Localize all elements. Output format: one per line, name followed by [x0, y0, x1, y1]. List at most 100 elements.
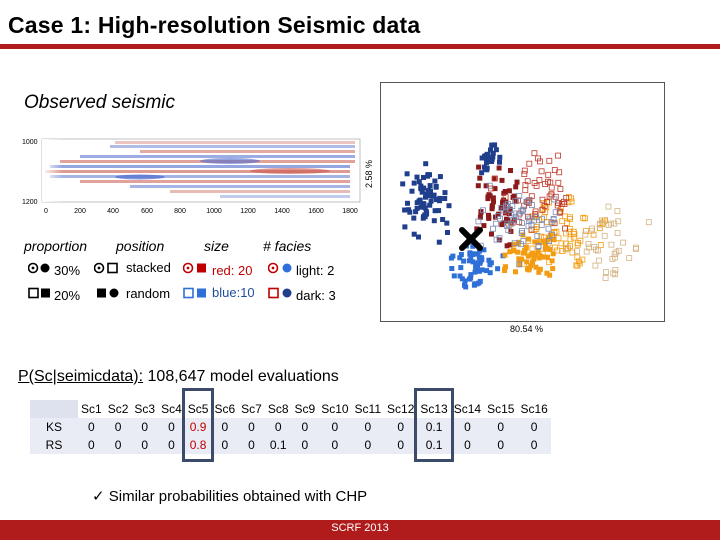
scatter-point — [503, 264, 508, 270]
scatter-point — [433, 197, 439, 203]
scatter-point — [474, 281, 480, 287]
scatter-point — [512, 214, 519, 220]
scatter-point — [567, 243, 573, 250]
scatter-point — [474, 226, 480, 232]
table-cell: 0 — [291, 418, 319, 436]
scatter-point — [488, 147, 493, 153]
table-cell: 0 — [131, 418, 159, 436]
legend-header-facies: # facies — [263, 238, 312, 254]
scatter-point — [475, 218, 482, 225]
scatter-point — [546, 238, 553, 245]
scatter-point — [532, 211, 539, 218]
scatter-point — [551, 237, 557, 243]
scatter-point — [507, 242, 513, 248]
scatter-point — [511, 241, 517, 247]
scatter-point — [511, 193, 517, 199]
scatter-point — [583, 228, 589, 235]
seismic-ytick-1200: 1200 — [22, 199, 38, 206]
table-cell: 0 — [238, 436, 265, 454]
scatter-point — [485, 156, 491, 162]
table-cell: 0.1 — [264, 436, 292, 454]
scatter-point — [485, 152, 491, 158]
table-cell: 0.8 — [184, 436, 212, 454]
scatter-point — [524, 259, 530, 265]
table-header-row: Sc1 Sc2 Sc3 Sc4 Sc5 Sc6 Sc7 Sc8 Sc9 Sc10… — [30, 400, 551, 418]
scatter-point — [525, 236, 531, 242]
scatter-point — [458, 265, 464, 271]
scatter-point — [409, 188, 415, 194]
scatter-point — [517, 261, 523, 267]
scatter-point — [411, 231, 417, 237]
scatter-point — [545, 254, 550, 260]
scatter-point — [540, 254, 545, 260]
scatter-point — [505, 201, 511, 207]
table-cell: 0 — [104, 436, 132, 454]
table-cell: 0 — [131, 436, 159, 454]
table-cell: 0 — [291, 436, 319, 454]
scatter-point — [495, 266, 501, 272]
scatter-point — [476, 248, 482, 254]
scatter-point — [513, 198, 519, 204]
scatter-point — [432, 178, 438, 184]
stacked-label: stacked — [126, 260, 171, 275]
scatter-point — [468, 272, 474, 278]
legend-header-position: position — [116, 238, 165, 254]
table-cell: 0 — [264, 418, 292, 436]
table-cell: 0 — [450, 418, 485, 436]
scatter-point — [402, 224, 408, 230]
scatter-point — [529, 202, 535, 208]
highlight-box-sc5 — [181, 388, 215, 462]
footer-bar — [0, 520, 720, 540]
scatter-point — [468, 256, 474, 262]
scatter-point — [537, 158, 543, 165]
scatter-point — [432, 208, 438, 214]
seismic-xtick: 1400 — [274, 208, 290, 215]
scatter-point — [550, 216, 557, 223]
scatter-point — [491, 176, 497, 182]
proportion-30-icon — [28, 262, 50, 274]
scatter-point — [542, 181, 549, 187]
size-blue-label: blue:10 — [212, 285, 255, 300]
scatter-point — [539, 196, 546, 203]
column-header: Sc15 — [484, 400, 518, 418]
scatter-point — [457, 273, 463, 279]
scatter-point — [613, 249, 620, 256]
scatter-point — [588, 227, 595, 234]
scatter-point — [463, 284, 469, 290]
scatter-point — [476, 164, 482, 170]
scatter-point — [416, 179, 422, 185]
scatter-point — [493, 220, 499, 227]
scatter-point — [489, 231, 494, 237]
scatter-point — [555, 179, 562, 186]
scatter-point — [536, 269, 542, 275]
table-row-rs: RS 0 0 0 0 0.8 0 0 0.1 0 0 0 0 0.1 0 0 0 — [30, 436, 551, 454]
scatter-point — [502, 268, 507, 273]
scatter-point — [632, 246, 639, 253]
scatter-point — [490, 150, 496, 156]
scatter-point — [427, 183, 433, 189]
proportion-20-label: 20% — [54, 288, 81, 303]
column-header: Sc7 — [238, 400, 265, 418]
scatter-point — [519, 208, 526, 215]
scatter-point — [645, 219, 652, 226]
scatter-point — [490, 195, 496, 201]
scatter-point — [574, 254, 581, 261]
scatter-point — [601, 232, 608, 239]
scatter-point — [499, 222, 505, 228]
scatter-point — [425, 173, 431, 179]
scatter-point — [536, 252, 543, 259]
table-cell: 0 — [238, 418, 265, 436]
scatter-point — [503, 204, 509, 211]
scatter-point — [427, 202, 433, 208]
table-cell: 0 — [351, 418, 385, 436]
scatter-point — [540, 200, 547, 206]
scatter-point — [526, 217, 533, 224]
scatter-point — [596, 221, 603, 228]
scatter-point — [514, 197, 521, 204]
scatter-point — [539, 216, 546, 223]
scatter-point — [468, 275, 474, 281]
scatter-point — [489, 142, 495, 148]
scatter-point — [505, 227, 512, 234]
scatter-point — [437, 174, 443, 180]
scatter-point — [492, 186, 498, 192]
